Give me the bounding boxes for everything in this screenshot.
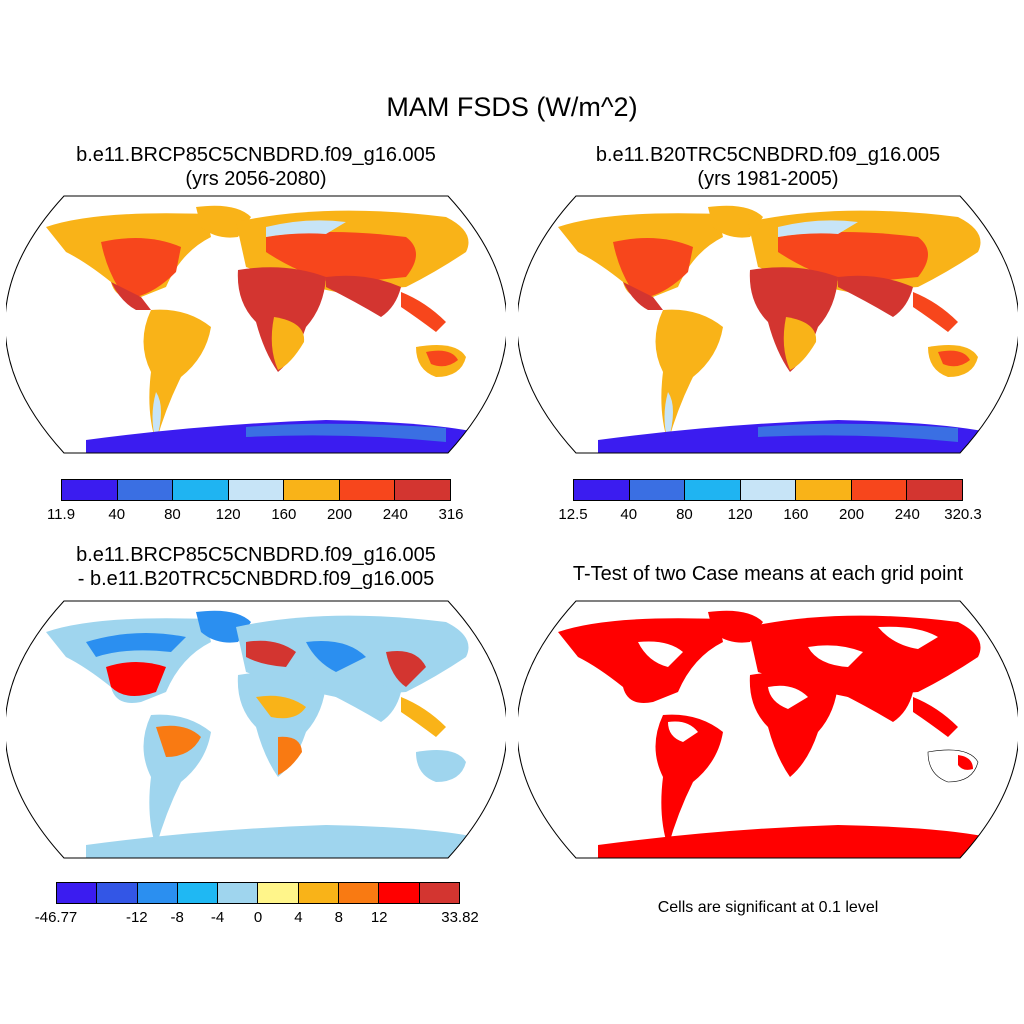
colorbar-tick-label: 160 xyxy=(783,506,809,523)
colorbar-tick-label: 12.5 xyxy=(558,506,588,523)
colorbar-tick-label: 80 xyxy=(164,506,181,523)
colorbar-swatch xyxy=(228,480,285,500)
map-panel-difference xyxy=(6,600,506,859)
colorbar-tick-label: -8 xyxy=(170,909,184,926)
panel-1-years: (yrs 2056-2080) xyxy=(185,168,327,190)
colorbar-swatch xyxy=(339,480,396,500)
colorbar-tick-label: -4 xyxy=(210,909,225,926)
colorbar-tick-label: 200 xyxy=(839,506,865,523)
colorbar-swatch xyxy=(685,480,741,500)
panel-2-case-name: b.e11.B20TRC5CNBDRD.f09_g16.005 xyxy=(595,144,941,166)
colorbar-swatch xyxy=(740,480,797,500)
colorbar-tick-label: -12 xyxy=(125,909,148,926)
panel-3-case-b: - b.e11.B20TRC5CNBDRD.f09_g16.005 xyxy=(77,568,435,590)
colorbar-tick-label: 12 xyxy=(370,909,388,926)
colorbar-swatch xyxy=(298,883,340,903)
colorbar-swatch xyxy=(574,480,630,500)
colorbar-swatch xyxy=(379,883,420,903)
colorbar-swatch xyxy=(851,480,908,500)
colorbar-historical xyxy=(573,479,963,501)
colorbar-tick-label: 120 xyxy=(727,506,753,523)
colorbar-tick-label: 8 xyxy=(334,909,343,926)
map-panel-ttest xyxy=(518,600,1018,859)
colorbar-swatch xyxy=(97,883,138,903)
colorbar-tick-label: 33.82 xyxy=(441,909,479,926)
colorbar-swatch xyxy=(117,480,174,500)
colorbar-swatch xyxy=(796,480,852,500)
colorbar-tick-label: 240 xyxy=(894,506,920,523)
colorbar-swatch xyxy=(395,480,451,500)
colorbar-swatch xyxy=(258,883,299,903)
colorbar-tick-label: 11.9 xyxy=(46,506,76,523)
panel-1-case-name: b.e11.BRCP85C5CNBDRD.f09_g16.005 xyxy=(76,144,436,166)
colorbar-future xyxy=(61,479,451,501)
colorbar-tick-label: 0 xyxy=(253,909,263,926)
colorbar-tick-label: 160 xyxy=(271,506,297,523)
colorbar-swatch xyxy=(284,480,340,500)
colorbar-swatch xyxy=(177,883,219,903)
colorbar-swatch xyxy=(907,480,963,500)
panel-4-title: T-Test of two Case means at each grid po… xyxy=(572,563,964,585)
colorbar-swatch xyxy=(62,480,118,500)
significance-note: Cells are significant at 0.1 level xyxy=(657,899,879,916)
colorbar-swatch xyxy=(629,480,686,500)
colorbar-tick-label: 40 xyxy=(620,506,638,523)
map-panel-future xyxy=(6,195,506,454)
colorbar-swatch xyxy=(173,480,229,500)
colorbar-swatch xyxy=(218,883,259,903)
colorbar-swatch xyxy=(419,883,459,903)
panel-3-title: b.e11.BRCP85C5CNBDRD.f09_g16.005 - b.e11… xyxy=(6,543,506,591)
colorbar-tick-label: 40 xyxy=(108,506,126,523)
panel-2-years: (yrs 1981-2005) xyxy=(697,168,839,190)
panel-3-case-a: b.e11.BRCP85C5CNBDRD.f09_g16.005 xyxy=(76,544,436,566)
colorbar-tick-label: 316 xyxy=(438,506,464,523)
figure-title: MAM FSDS (W/m^2) xyxy=(386,92,638,122)
colorbar-swatch xyxy=(57,883,98,903)
colorbar-tick-label: 120 xyxy=(215,506,241,523)
map-panel-historical xyxy=(518,195,1018,454)
colorbar-swatch xyxy=(339,883,380,903)
colorbar-tick-label: 200 xyxy=(327,506,353,523)
colorbar-tick-label: 240 xyxy=(382,506,408,523)
colorbar-tick-label: -46.77 xyxy=(34,909,78,926)
colorbar-tick-label: 80 xyxy=(676,506,693,523)
colorbar-tick-label: 4 xyxy=(294,909,303,926)
colorbar-difference xyxy=(56,882,460,904)
colorbar-tick-label: 320.3 xyxy=(944,506,982,523)
panel-2-title: b.e11.B20TRC5CNBDRD.f09_g16.005 (yrs 198… xyxy=(518,143,1018,191)
colorbar-swatch xyxy=(137,883,178,903)
panel-1-title: b.e11.BRCP85C5CNBDRD.f09_g16.005 (yrs 20… xyxy=(6,143,506,191)
